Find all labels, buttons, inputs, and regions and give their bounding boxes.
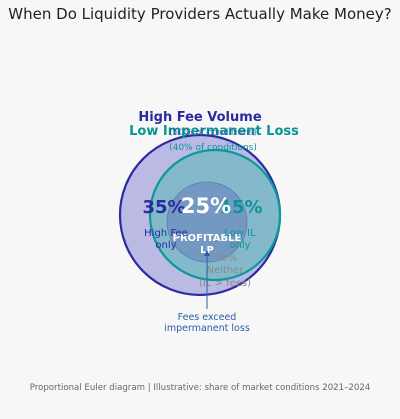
low-il-label: Low Impermanent Loss bbox=[129, 124, 299, 139]
neither-label-line1: Neither bbox=[207, 265, 245, 276]
low-il-only-label-line2: only bbox=[229, 240, 250, 251]
page-title: When Do Liquidity Providers Actually Mak… bbox=[8, 5, 392, 23]
high-fee-volume-label: High Fee Volume bbox=[138, 110, 261, 125]
annotation-line2: impermanent loss bbox=[164, 323, 250, 334]
high-fee-only-label-line1: High Fee bbox=[144, 228, 188, 239]
low-il-only-percent: 15% bbox=[219, 197, 262, 218]
footer-caption: Proportional Euler diagram | Illustrativ… bbox=[29, 383, 371, 393]
overlap-percent: 25% bbox=[181, 194, 231, 218]
overlap-label-line1: PROFITABLE bbox=[173, 233, 242, 244]
high-fee-volume-sublabel: (50% of conditions) bbox=[169, 128, 257, 138]
low-il-sublabel: (40% of conditions) bbox=[169, 143, 257, 153]
low-il-only-label-line1: Low IL bbox=[224, 228, 256, 239]
neither-label-line2: (IL > fees) bbox=[199, 278, 251, 289]
high-fee-only-label-line2: only bbox=[155, 240, 176, 251]
annotation-line1: Fees exceed bbox=[178, 312, 237, 323]
high-fee-only-percent: 35% bbox=[142, 197, 185, 218]
neither-percent: 25% bbox=[215, 253, 237, 264]
